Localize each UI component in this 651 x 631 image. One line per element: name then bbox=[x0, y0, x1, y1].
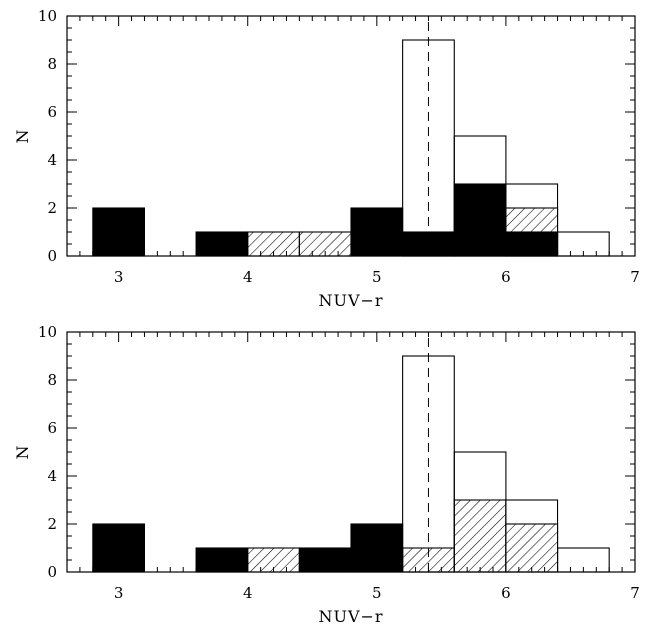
y-tick-label: 8 bbox=[47, 371, 57, 389]
y-tick-label: 0 bbox=[47, 247, 57, 265]
bar-hatched bbox=[247, 547, 300, 573]
histogram-panel-top: 3 4 5 6 7 0 2 4 6 8 10 NUV−r N bbox=[13, 7, 640, 310]
y-tick-label: 10 bbox=[38, 7, 57, 25]
x-axis-label: NUV−r bbox=[318, 291, 383, 310]
x-tick-label: 5 bbox=[372, 584, 382, 602]
y-tick-label: 10 bbox=[38, 323, 57, 341]
ticks-group bbox=[66, 331, 636, 573]
x-tick-label: 3 bbox=[114, 268, 124, 286]
x-tick-label: 3 bbox=[114, 584, 124, 602]
y-tick-label: 0 bbox=[47, 563, 57, 581]
y-tick-label: 6 bbox=[47, 103, 57, 121]
bar-hatched bbox=[505, 523, 559, 573]
x-tick-label: 5 bbox=[372, 268, 382, 286]
y-tick-labels: 0 2 4 6 8 10 bbox=[38, 323, 57, 581]
ticks-group bbox=[66, 15, 636, 257]
y-tick-label: 4 bbox=[47, 151, 57, 169]
y-tick-labels: 0 2 4 6 8 10 bbox=[38, 7, 57, 265]
y-tick-label: 6 bbox=[47, 419, 57, 437]
y-tick-label: 8 bbox=[47, 55, 57, 73]
bar-hatched bbox=[453, 499, 507, 573]
x-tick-label: 4 bbox=[243, 584, 253, 602]
y-axis-label: N bbox=[13, 129, 32, 144]
bars-group bbox=[92, 39, 610, 257]
x-tick-label: 6 bbox=[501, 584, 511, 602]
x-tick-label: 7 bbox=[630, 268, 640, 286]
x-tick-labels: 3 4 5 6 7 bbox=[114, 584, 640, 602]
x-axis-label: NUV−r bbox=[318, 607, 383, 626]
bars-group bbox=[92, 355, 610, 573]
x-tick-label: 7 bbox=[630, 584, 640, 602]
y-tick-label: 2 bbox=[47, 515, 57, 533]
bar-solid bbox=[453, 183, 507, 257]
y-tick-label: 4 bbox=[47, 467, 57, 485]
y-axis-label: N bbox=[13, 445, 32, 460]
x-tick-label: 4 bbox=[243, 268, 253, 286]
x-tick-label: 6 bbox=[501, 268, 511, 286]
y-tick-label: 2 bbox=[47, 199, 57, 217]
x-tick-labels: 3 4 5 6 7 bbox=[114, 268, 640, 286]
histogram-panel-bottom: 3 4 5 6 7 0 2 4 6 8 10 NUV−r N bbox=[13, 323, 640, 626]
